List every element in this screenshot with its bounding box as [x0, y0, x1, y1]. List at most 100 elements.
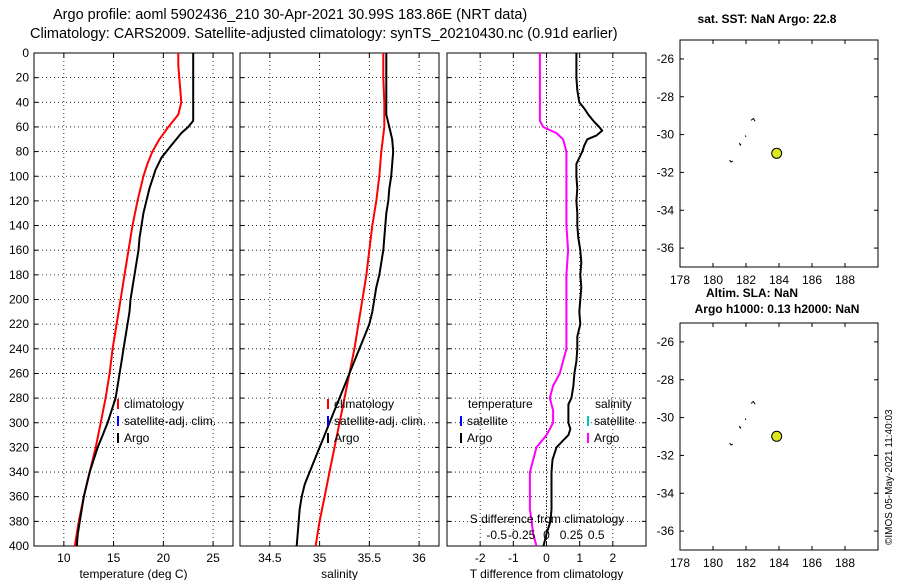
salinity-legend-label: satellite-adj. clim.: [334, 414, 426, 428]
sst_map-ytick-label: -26: [657, 52, 675, 66]
salinity-legend-label: climatology: [334, 397, 394, 411]
sst_map-xtick-label: 182: [736, 273, 756, 287]
temperature-difference-line: [528, 53, 570, 547]
sla_map-island-coastline: [738, 425, 742, 429]
sla_map-xtick-label: 186: [802, 556, 822, 570]
sst_map-ytick-label: -28: [657, 90, 675, 104]
salinity-difference-axis-label: S difference from climatology: [470, 512, 625, 526]
sst_map-xtick-label: 178: [670, 273, 690, 287]
depth-tick-label: 60: [16, 120, 30, 134]
depth-tick-label: 380: [9, 514, 29, 528]
sst_map-ytick-label: -36: [657, 241, 675, 255]
salinity-difference-tick-label: 0: [543, 528, 550, 542]
temperature-xtick-label: 20: [157, 551, 171, 565]
sla_map-ytick-label: -26: [657, 335, 675, 349]
sla_map-xtick-label: 178: [670, 556, 690, 570]
sst-map-title: sat. SST: NaN Argo: 22.8: [698, 12, 837, 26]
depth-tick-label: 0: [22, 46, 29, 60]
temperature-climatology-line: [73, 53, 183, 547]
temperature-xlabel: temperature (deg C): [79, 567, 187, 580]
depth-tick-label: 300: [9, 416, 29, 430]
sst_map-ytick-label: -32: [657, 165, 675, 179]
depth-tick-label: 120: [9, 194, 29, 208]
temperature-frame: [33, 52, 234, 547]
salinity-difference-tick-label: -0.25: [508, 528, 536, 542]
differences-xtick-label: -2: [475, 551, 486, 565]
sla_map-xtick-label: 188: [835, 556, 855, 570]
salinity-frame: [239, 52, 440, 547]
depth-tick-label: 240: [9, 342, 29, 356]
differences-legend-salinity-title: salinity: [595, 397, 632, 411]
depth-tick-label: 280: [9, 391, 29, 405]
sst_map-ytick-label: -30: [657, 128, 675, 142]
differences-xtick-label: -1: [508, 551, 519, 565]
depth-tick-label: 340: [9, 465, 29, 479]
salinity-xtick-label: 34.5: [258, 551, 282, 565]
differences-xtick-label: 0: [543, 551, 550, 565]
depth-tick-label: 140: [9, 219, 29, 233]
sla_map-island-coastline: [744, 418, 747, 421]
sst_map-float-marker: [771, 147, 783, 159]
depth-tick-label: 160: [9, 243, 29, 257]
sla_map-ytick-label: -28: [657, 373, 675, 387]
salinity-difference-tick-label: 0.25: [560, 528, 584, 542]
temperature-legend-label: Argo: [124, 431, 150, 445]
sla_map-island-coastline: [750, 400, 756, 405]
differences-legend-temperature-label: Argo: [467, 431, 493, 445]
sla_map-float-marker: [771, 430, 783, 442]
temperature-legend-label: climatology: [124, 397, 184, 411]
salinity-difference-tick-label: -0.5: [486, 528, 507, 542]
differences-xlabel: T difference from climatology: [470, 567, 624, 580]
differences-legend-temperature-title: temperature: [468, 397, 533, 411]
temperature-xtick-label: 10: [57, 551, 71, 565]
depth-tick-label: 40: [16, 95, 30, 109]
sst_map-xtick-label: 186: [802, 273, 822, 287]
imos-timestamp-watermark: ©IMOS 05-May-2021 11:40:03: [884, 409, 895, 545]
temperature-xtick-label: 25: [206, 551, 220, 565]
depth-tick-label: 100: [9, 169, 29, 183]
sst_map-xtick-label: 184: [769, 273, 789, 287]
differences-legend-temperature-label: satellite: [467, 414, 508, 428]
figure-title-line-2: Climatology: CARS2009. Satellite-adjuste…: [30, 26, 618, 42]
depth-tick-label: 200: [9, 293, 29, 307]
temperature-argo-line: [75, 53, 195, 547]
salinity-argo-line: [295, 53, 395, 547]
sla-map-subtitle: Argo h1000: 0.13 h2000: NaN: [695, 302, 860, 316]
sla_map-ytick-label: -32: [657, 448, 675, 462]
differences-legend-salinity-label: satellite: [594, 414, 635, 428]
depth-tick-label: 220: [9, 317, 29, 331]
sla_map-xtick-label: 184: [769, 556, 789, 570]
differences-xtick-label: 2: [609, 551, 616, 565]
sla_map-ytick-label: -36: [657, 524, 675, 538]
sst_map-xtick-label: 188: [835, 273, 855, 287]
sla_map-ytick-label: -34: [657, 486, 675, 500]
salinity-xtick-label: 36: [412, 551, 426, 565]
salinity-xlabel: salinity: [321, 567, 358, 580]
depth-tick-label: 400: [9, 539, 29, 553]
temperature-xtick-label: 15: [107, 551, 121, 565]
salinity-xtick-label: 35: [313, 551, 327, 565]
sst_map-island-coastline: [738, 142, 742, 146]
depth-tick-label: 180: [9, 268, 29, 282]
depth-tick-label: 20: [16, 71, 30, 85]
sst_map-xtick-label: 180: [703, 273, 723, 287]
temperature-legend-label: satellite-adj. clim.: [124, 414, 216, 428]
figure-title-line-1: Argo profile: aoml 5902436_210 30-Apr-20…: [53, 7, 527, 23]
sst_map-island-coastline: [750, 117, 756, 122]
depth-tick-label: 320: [9, 440, 29, 454]
sla_map-ytick-label: -30: [657, 411, 675, 425]
differences-xtick-label: 1: [576, 551, 583, 565]
sst_map-island-coastline: [729, 159, 734, 163]
salinity-difference-tick-label: 0.5: [588, 528, 605, 542]
sla_map-island-coastline: [729, 442, 734, 446]
sla_map-xtick-label: 182: [736, 556, 756, 570]
plot-area: 10 15 20 2502040608010012014016018020022024…: [9, 12, 879, 581]
sla-map-title: Altim. SLA: NaN: [706, 286, 798, 300]
depth-tick-label: 80: [16, 145, 30, 159]
salinity-legend-label: Argo: [334, 431, 360, 445]
sst_map-island-coastline: [744, 135, 747, 138]
depth-tick-label: 260: [9, 366, 29, 380]
salinity-climatology-line: [314, 53, 386, 547]
sla_map-xtick-label: 180: [703, 556, 723, 570]
